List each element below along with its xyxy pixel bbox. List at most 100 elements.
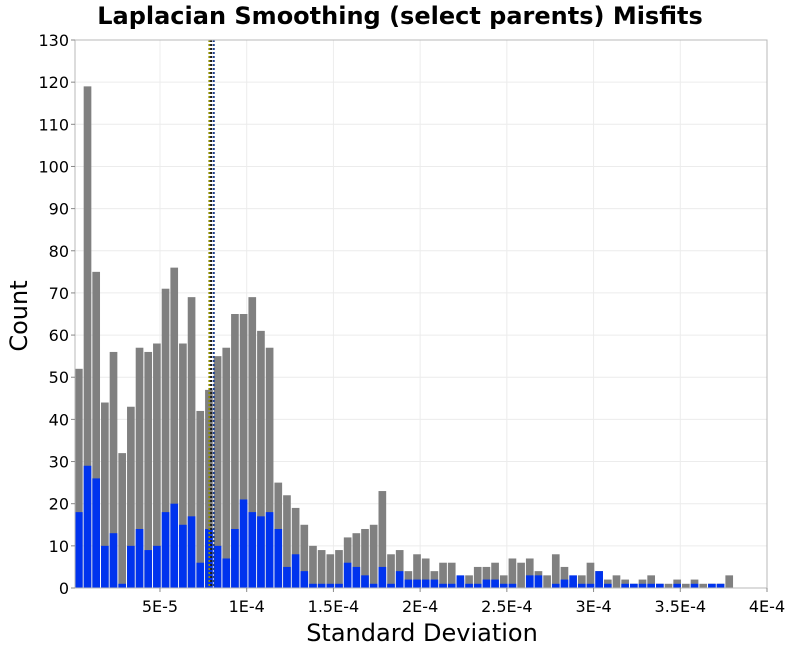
bar-series-2 [109,533,118,588]
bar-series-1 [361,528,369,588]
bar-series-2 [569,575,577,588]
bar-series-2 [534,575,543,588]
bar-series-2 [300,571,309,588]
bar-series-1 [413,554,421,588]
bar-series-2 [335,583,343,588]
bar-series-1 [109,351,118,588]
bar-series-2 [361,575,369,588]
bar-series-2 [127,545,135,588]
bar-series-2 [135,528,144,588]
bar-series-1 [352,533,361,588]
bar-series-2 [439,583,447,588]
bar-series-1 [291,507,300,588]
reference-lines [208,40,215,588]
bar-series-2 [378,566,387,588]
bar-series-2 [716,583,725,588]
y-tick-label: 20 [49,495,69,514]
bar-series-2 [499,583,508,588]
bar-series-1 [101,402,109,588]
bar-series-1 [395,550,404,588]
bar-series-2 [187,516,196,588]
bar-series-1 [309,545,317,588]
y-tick-label: 130 [38,31,69,50]
bar-series-2 [118,583,127,588]
bar-series-2 [343,562,352,588]
bar-series-2 [421,579,430,588]
bar-series-2 [161,512,170,588]
bar-series-2 [231,528,239,588]
bar-series-1 [170,267,179,588]
bar-series-2 [551,583,560,588]
x-axis-ticks: 5E-5 1E-4 1.5E-4 2E-4 2.5E-4 3E-4 3.5E-4 4E-4 [142,588,785,616]
bar-series-2 [196,562,205,588]
bar-series-1 [543,575,551,588]
bar-series-2 [92,478,101,588]
bar-series-1 [525,558,534,588]
bar-series-2 [274,528,283,588]
bar-series-1 [699,583,708,588]
y-tick-label: 80 [49,242,69,261]
bar-series-1 [153,343,161,588]
bar-series-1 [517,562,525,588]
bar-series-2 [205,528,213,588]
bar-series-1 [83,86,92,588]
x-tick-label: 4E-4 [749,597,785,616]
bar-series-1 [265,347,274,588]
bar-series-2 [560,579,569,588]
bar-series-2 [482,579,491,588]
bar-series-2 [326,583,335,588]
bar-series-2 [222,558,231,588]
bar-series-2 [75,512,83,588]
bar-series-2 [283,566,291,588]
bar-series-1 [118,453,127,588]
bar-series-2 [248,512,257,588]
bar-series-1 [222,347,231,588]
bar-series-2 [456,575,465,588]
bar-series-2 [213,545,222,588]
bar-series-1 [213,356,222,588]
bar-series-1 [725,575,734,588]
bar-series-1 [196,410,205,588]
bar-series-2 [647,583,656,588]
y-tick-label: 70 [49,284,69,303]
bar-series-1 [682,583,690,588]
bar-series-1 [378,491,387,588]
bar-series-1 [231,314,239,588]
bar-series-1 [161,288,170,588]
bar-series-1 [439,562,447,588]
bar-series-2 [708,583,716,588]
bar-series-2 [638,583,647,588]
bar-series-2 [309,583,317,588]
y-tick-label: 0 [59,579,69,598]
x-tick-label: 3E-4 [575,597,611,616]
bar-series-1 [491,562,499,588]
bar-series-1 [135,347,144,588]
y-tick-label: 30 [49,453,69,472]
bar-series-2 [265,512,274,588]
bar-series-2 [395,571,404,588]
bar-series-2 [413,579,421,588]
x-tick-label: 1.5E-4 [308,597,360,616]
bar-series-1 [127,406,135,588]
bar-series-2 [239,499,248,588]
x-tick-label: 2.5E-4 [481,597,533,616]
bar-series-1 [369,524,378,588]
bar-series-1 [612,575,621,588]
bar-series-1 [465,575,473,588]
bar-series-2 [153,545,161,588]
bar-series-2 [404,579,413,588]
y-tick-label: 90 [49,200,69,219]
y-tick-label: 60 [49,326,69,345]
bar-series-2 [629,583,638,588]
bar-series-1 [387,554,395,588]
bar-series-2 [603,583,612,588]
histogram-bars [75,86,734,588]
bar-series-2 [369,583,378,588]
x-axis-title: Standard Deviation [306,619,538,647]
bar-series-1 [248,297,257,588]
bar-series-1 [551,554,560,588]
bar-series-2 [621,583,629,588]
x-tick-label: 2E-4 [402,597,438,616]
bar-series-1 [187,297,196,588]
